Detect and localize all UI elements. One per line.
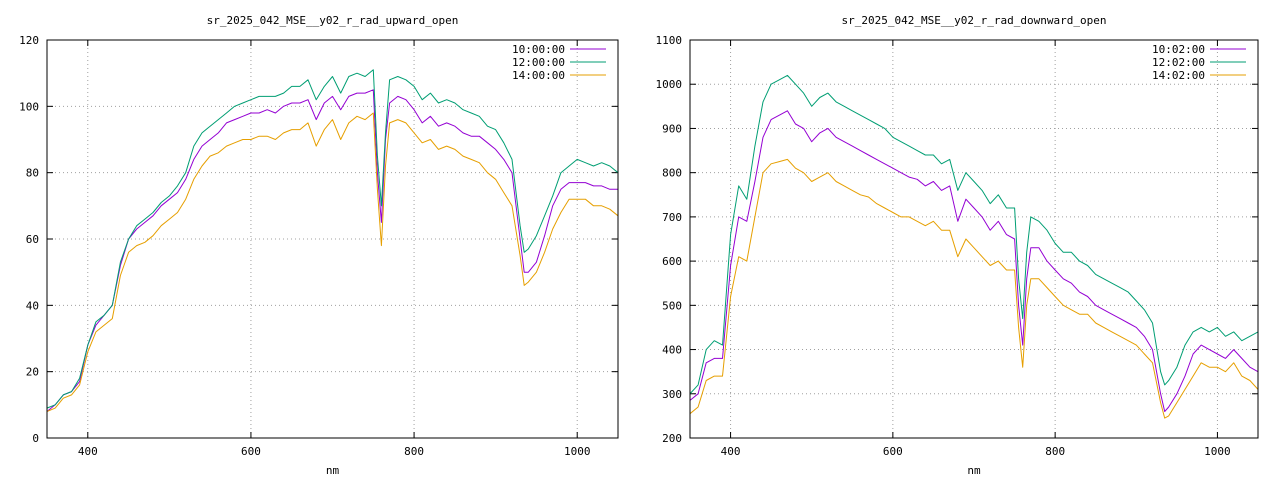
series-line-140200 xyxy=(690,158,1258,419)
y-tick-label: 900 xyxy=(662,122,682,135)
y-tick-label: 1100 xyxy=(656,34,683,47)
x-axis-label: nm xyxy=(967,464,981,477)
legend-label: 12:00:00 xyxy=(512,56,565,69)
chart-title: sr_2025_042_MSE__y02_r_rad_downward_open xyxy=(842,14,1107,27)
chart-panel-1: sr_2025_042_MSE__y02_r_rad_upward_open 0 2… xyxy=(19,14,619,477)
y-tick-label: 700 xyxy=(662,211,682,224)
y-tick-label: 120 xyxy=(19,34,39,47)
y-tick-label: 800 xyxy=(662,167,682,180)
x-tick-label: 400 xyxy=(721,445,741,458)
legend-label: 10:00:00 xyxy=(512,43,565,56)
chart-panel-2: sr_2025_042_MSE__y02_r_rad_downward_open… xyxy=(656,14,1259,477)
y-tick-label: 20 xyxy=(26,366,39,379)
x-tick-label: 400 xyxy=(78,445,98,458)
y-tick-label: 0 xyxy=(32,432,39,445)
y-tick-label: 40 xyxy=(26,299,39,312)
y-tick-label: 60 xyxy=(26,233,39,246)
series-line-100200 xyxy=(690,110,1258,412)
legend-label: 12:02:00 xyxy=(1152,56,1205,69)
series-line-120000 xyxy=(47,69,618,409)
legend-label: 14:02:00 xyxy=(1152,69,1205,82)
x-tick-label: 1000 xyxy=(1204,445,1231,458)
x-tick-label: 600 xyxy=(241,445,261,458)
series-line-100000 xyxy=(47,89,618,412)
plot-frame xyxy=(46,39,619,439)
x-axis-label: nm xyxy=(326,464,340,477)
chart-title: sr_2025_042_MSE__y02_r_rad_upward_open xyxy=(207,14,459,27)
x-tick-label: 800 xyxy=(1045,445,1065,458)
x-tick-label: 1000 xyxy=(564,445,591,458)
y-tick-label: 80 xyxy=(26,167,39,180)
series-line-140000 xyxy=(47,112,618,412)
plot-frame xyxy=(689,39,1259,439)
x-tick-label: 800 xyxy=(404,445,424,458)
y-tick-label: 200 xyxy=(662,432,682,445)
y-tick-label: 300 xyxy=(662,388,682,401)
legend-label: 14:00:00 xyxy=(512,69,565,82)
y-tick-label: 1000 xyxy=(656,78,683,91)
y-tick-label: 100 xyxy=(19,100,39,113)
x-tick-label: 600 xyxy=(883,445,903,458)
series-line-120200 xyxy=(690,74,1258,395)
y-tick-label: 600 xyxy=(662,255,682,268)
legend-label: 10:02:00 xyxy=(1152,43,1205,56)
y-tick-label: 500 xyxy=(662,299,682,312)
y-tick-label: 400 xyxy=(662,344,682,357)
